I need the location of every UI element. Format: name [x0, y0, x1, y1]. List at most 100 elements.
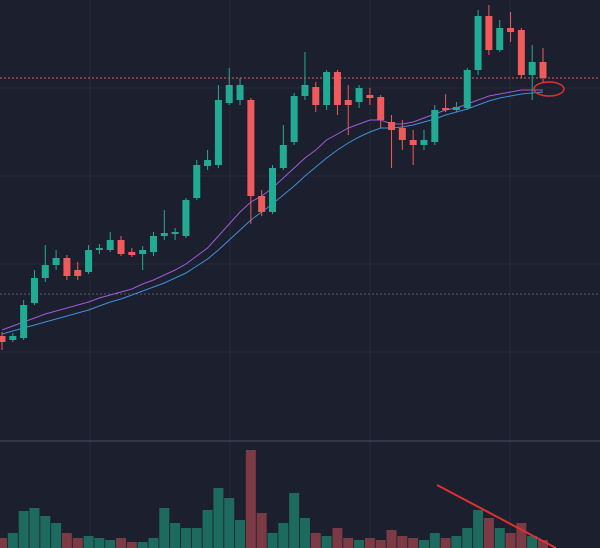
volume-bar [105, 540, 116, 548]
candle-body [160, 233, 168, 236]
candle-body [388, 122, 396, 130]
volume-bar [364, 538, 375, 548]
volume-bar [343, 538, 354, 548]
candle-body [149, 236, 157, 252]
volume-bar [451, 536, 462, 548]
volume-bar [61, 533, 72, 548]
candle-body [496, 28, 504, 50]
volume-bar [126, 542, 137, 548]
volume-bar [159, 508, 170, 548]
volume-bar [332, 528, 343, 548]
candle-body [41, 265, 49, 278]
volume-bar [148, 538, 159, 548]
volume-bar [429, 533, 440, 548]
candle-body [0, 336, 6, 342]
volume-bar [408, 538, 419, 548]
candle-body [85, 250, 93, 272]
candle-body [20, 305, 28, 338]
volume-bar [83, 536, 94, 548]
candle-body [366, 95, 374, 98]
candle-body [355, 88, 363, 102]
volume-bar [191, 528, 202, 548]
candle-body [420, 140, 428, 145]
candle-body [442, 108, 450, 110]
volume-bar [321, 536, 332, 548]
volume-bar [483, 518, 494, 548]
volume-bar [213, 488, 224, 548]
candle-body [95, 248, 103, 250]
volume-bar [505, 533, 516, 548]
volume-bar [7, 533, 18, 548]
volume-bar [245, 450, 256, 548]
candle-body [474, 16, 482, 70]
candle-body [9, 336, 17, 340]
volume-bar [299, 518, 310, 548]
candle-body [258, 196, 266, 212]
volume-bar [235, 520, 246, 548]
candle-body [247, 100, 255, 196]
volume-bar [278, 523, 289, 548]
candle-body [431, 110, 439, 142]
volume-bar [538, 540, 548, 548]
candle-body [204, 160, 212, 166]
candle-body [323, 72, 331, 105]
volume-bar [29, 508, 40, 548]
volume-bar [473, 510, 484, 548]
candle-body [528, 62, 536, 75]
volume-bar [18, 511, 29, 548]
candle-body [236, 85, 244, 100]
volume-bar [202, 510, 213, 548]
candle-body [485, 16, 493, 50]
volume-bar [386, 530, 397, 548]
volume-bar [418, 540, 429, 548]
candle-body [117, 240, 125, 254]
candle-body [269, 168, 276, 212]
candle-body [333, 72, 341, 105]
candle-body [409, 140, 417, 145]
candle-body [344, 100, 352, 105]
volume-bar [527, 536, 538, 548]
candle-body [214, 100, 222, 165]
candle-body [452, 107, 460, 110]
candle-body [52, 258, 60, 265]
candle-body [279, 145, 287, 168]
volume-bar [516, 523, 527, 548]
volume-bar [267, 533, 278, 548]
volume-bar [0, 538, 7, 548]
volume-bar [180, 528, 191, 548]
candle-body [377, 97, 385, 120]
candle-body [128, 252, 136, 255]
candle-body [182, 200, 190, 236]
candle-body [539, 62, 547, 78]
volume-pane [0, 450, 548, 548]
candle-body [63, 258, 71, 276]
candle-body [193, 165, 201, 198]
volume-bar [397, 536, 408, 548]
candle-body [290, 96, 298, 142]
volume-bar [72, 538, 83, 548]
candle-body [301, 85, 309, 96]
volume-bar [224, 498, 235, 548]
price-pane [0, 5, 600, 350]
volume-bar [170, 523, 181, 548]
volume-bar [51, 523, 62, 548]
volume-bar [289, 493, 300, 548]
candle-body [74, 270, 82, 276]
candle-body [517, 30, 525, 75]
volume-bar [375, 540, 386, 548]
annotation-line [436, 484, 557, 548]
volume-bar [116, 538, 127, 548]
annotation-ellipse [533, 81, 565, 97]
candle-body [225, 85, 233, 103]
volume-bar [256, 513, 267, 548]
candle-body [398, 128, 406, 140]
volume-bar [40, 516, 51, 548]
candle-body [139, 250, 147, 254]
candle-body [312, 87, 320, 105]
volume-bar [94, 538, 105, 548]
volume-bar [440, 538, 451, 548]
candle-body [171, 232, 179, 234]
